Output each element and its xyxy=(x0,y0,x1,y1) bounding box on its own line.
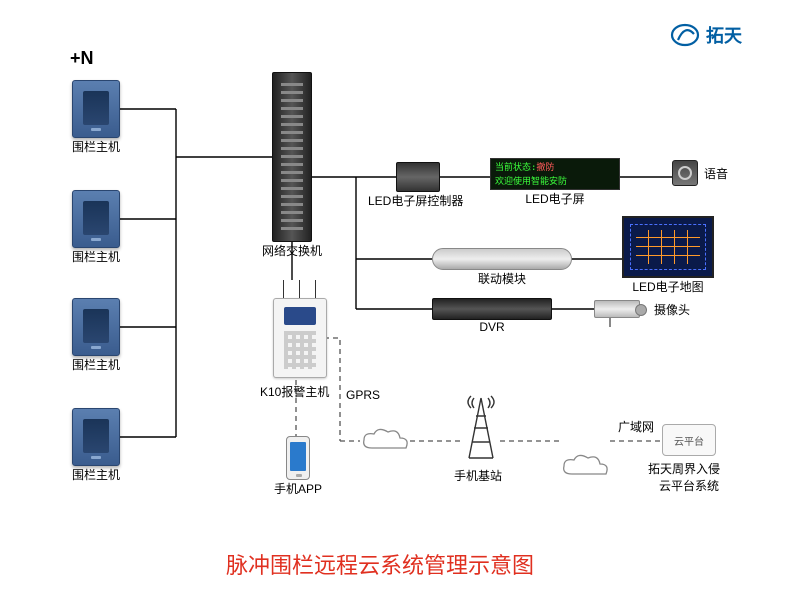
camera: 摄像头 xyxy=(594,300,690,318)
fence-host-label: 围栏主机 xyxy=(72,356,120,373)
switch-icon xyxy=(272,72,312,242)
cloud-box-text: 云平台 xyxy=(674,433,704,448)
voice-label: 语音 xyxy=(704,165,728,182)
k10-label: K10报警主机 xyxy=(260,383,329,400)
wan-label: 广域网 xyxy=(618,418,654,435)
plus-n-label: +N xyxy=(70,48,94,69)
antenna-icon xyxy=(299,280,301,298)
led-screen-label: LED电子屏 xyxy=(490,190,620,207)
cloud-platform-label-1: 拓天周界入侵 xyxy=(648,460,720,477)
dvr: DVR xyxy=(432,298,552,334)
tower-icon xyxy=(461,392,501,462)
cell-tower: 手机基站 xyxy=(460,392,502,484)
fence-host-4: 围栏主机 xyxy=(72,408,120,483)
cloud-platform-icon: 云平台 xyxy=(662,424,716,456)
fence-host-1: 围栏主机 xyxy=(72,80,120,155)
dvr-icon xyxy=(432,298,552,320)
logo-icon xyxy=(670,20,700,50)
voice-speaker: 语音 xyxy=(672,160,728,186)
speaker-icon xyxy=(672,160,698,186)
cloud-platform: 云平台 拓天周界入侵 云平台系统 xyxy=(662,424,720,494)
cloud-gprs xyxy=(360,428,410,454)
network-switch: 网络交换机 xyxy=(272,72,322,259)
led-map: LED电子地图 xyxy=(622,216,714,295)
brand-name: 拓天 xyxy=(706,22,742,48)
fence-host-2: 围栏主机 xyxy=(72,190,120,265)
antenna-icon xyxy=(315,280,317,298)
led-line1a: 当前状态: xyxy=(495,163,536,173)
linkage-label: 联动模块 xyxy=(432,270,572,287)
switch-label: 网络交换机 xyxy=(262,242,322,259)
led-screen: 当前状态:撤防 欢迎使用智能安防 LED电子屏 xyxy=(490,158,620,207)
tower-label: 手机基站 xyxy=(454,467,502,484)
fence-host-icon xyxy=(72,190,120,248)
fence-host-label: 围栏主机 xyxy=(72,138,120,155)
gprs-label: GPRS xyxy=(346,388,380,402)
fence-host-icon xyxy=(72,298,120,356)
phone-app: 手机APP xyxy=(286,436,322,497)
led-line1b: 撤防 xyxy=(536,163,554,173)
antenna-icon xyxy=(283,280,285,298)
diagram-title: 脉冲围栏远程云系统管理示意图 xyxy=(226,548,534,580)
camera-label: 摄像头 xyxy=(654,301,690,318)
led-line2: 欢迎使用智能安防 xyxy=(495,177,567,187)
phone-icon xyxy=(286,436,310,480)
led-map-label: LED电子地图 xyxy=(622,278,714,295)
cloud-icon xyxy=(560,454,610,480)
k10-icon xyxy=(273,298,327,378)
fence-host-icon xyxy=(72,408,120,466)
linkage-module: 联动模块 xyxy=(432,248,572,287)
led-controller-label: LED电子屏控制器 xyxy=(368,192,463,209)
brand-logo: 拓天 xyxy=(670,20,742,50)
k10-alarm-host: K10报警主机 xyxy=(270,298,329,400)
linkage-icon xyxy=(432,248,572,270)
fence-host-3: 围栏主机 xyxy=(72,298,120,373)
led-controller-icon xyxy=(396,162,440,192)
fence-host-icon xyxy=(72,80,120,138)
fence-host-label: 围栏主机 xyxy=(72,466,120,483)
dvr-label: DVR xyxy=(432,320,552,334)
led-map-icon xyxy=(622,216,714,278)
led-screen-icon: 当前状态:撤防 欢迎使用智能安防 xyxy=(490,158,620,190)
fence-host-label: 围栏主机 xyxy=(72,248,120,265)
led-controller: LED电子屏控制器 xyxy=(396,162,463,209)
phone-label: 手机APP xyxy=(274,480,322,497)
cloud-wan xyxy=(560,454,610,480)
cloud-icon xyxy=(360,428,410,454)
cloud-platform-label-2: 云平台系统 xyxy=(658,477,720,494)
camera-icon xyxy=(594,300,640,318)
